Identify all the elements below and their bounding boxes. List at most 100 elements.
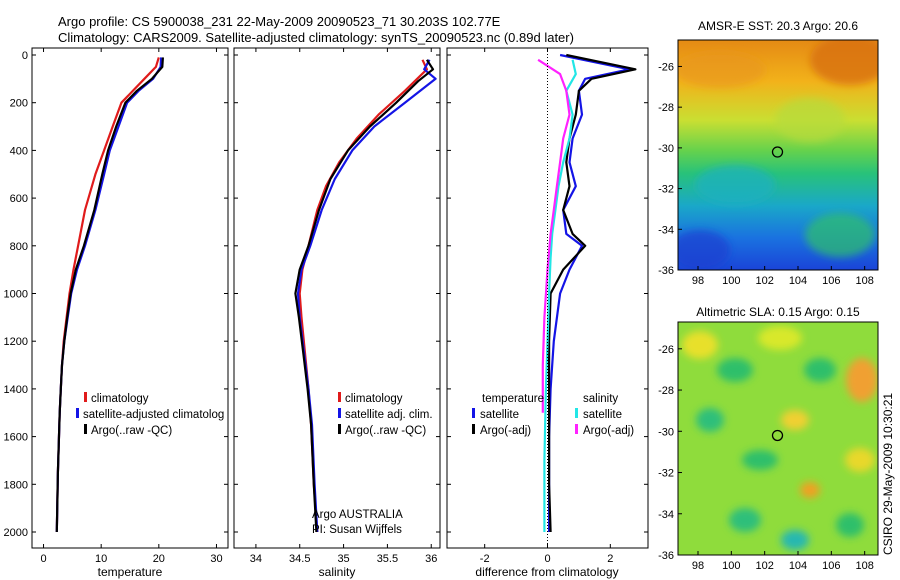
- difference-legend: temperature salinity satellite Argo(-adj…: [472, 393, 634, 437]
- temperature-legend-clip-cover: [228, 404, 234, 420]
- map-y-tick-label: -32: [658, 468, 674, 480]
- difference-xlabel: difference from climatology: [475, 565, 618, 579]
- legend-label-sal-satellite: satellite: [583, 409, 622, 421]
- map-y-tick-label: -32: [658, 184, 674, 196]
- legend-swatch-sal-satellite: [575, 408, 578, 418]
- legend-swatch-argo: [338, 424, 341, 434]
- sla-high-patch: [800, 482, 820, 498]
- temperature-legend: climatology satellite-adjusted climatolo…: [76, 392, 224, 437]
- legend-label-argo: Argo(..raw -QC): [345, 425, 426, 437]
- sla-high-patch: [758, 326, 802, 350]
- sla-low-patch: [781, 530, 809, 550]
- legend-label-climatology: climatology: [345, 393, 403, 405]
- map-x-tick-label: 104: [789, 560, 807, 572]
- y-tick-label: 1400: [4, 384, 28, 396]
- x-tick-label: 0: [544, 553, 550, 565]
- map-x-tick-label: 106: [822, 560, 840, 572]
- y-tick-label: 800: [10, 241, 28, 253]
- sla-map-axes: 98 100 102 104 106 108 -26 -28 -30 -32 -34 -36: [658, 344, 874, 572]
- map-x-tick-label: 102: [755, 560, 773, 572]
- map-y-tick-label: -34: [658, 509, 674, 521]
- legend-swatch-argo: [84, 424, 87, 434]
- sst-cool-patch: [695, 165, 775, 205]
- sla-map-title: Altimetric SLA: 0.15 Argo: 0.15: [696, 305, 860, 319]
- x-tick-label: 0: [40, 553, 46, 565]
- salinity-legend: climatology satellite adj. clim. Argo(..…: [338, 392, 433, 437]
- salinity-chart: 34 34.5 35 35.5 36: [234, 48, 440, 565]
- sla-high-patch: [846, 358, 878, 402]
- map-x-tick-label: 98: [692, 560, 704, 572]
- map-x-tick-label: 102: [755, 275, 773, 287]
- sst-mid-patch: [775, 98, 845, 142]
- figure-title-line2: Climatology: CARS2009. Satellite-adjuste…: [58, 30, 574, 45]
- sla-map-frame: [677, 321, 879, 556]
- x-tick-label: 34.5: [289, 553, 310, 565]
- x-tick-label: 2: [607, 553, 613, 565]
- argo-location-marker: [771, 429, 784, 442]
- credit-text: CSIRO 29-May-2009 10:30:21: [881, 393, 895, 555]
- legend-label-satellite-adjusted: satellite-adjusted climatolog: [83, 409, 224, 421]
- x-tick-label: 35.5: [377, 553, 398, 565]
- sst-cool-patch: [805, 213, 875, 257]
- legend-header-salinity: salinity: [583, 393, 618, 405]
- sla-low-patch: [836, 513, 864, 537]
- y-tick-label: 400: [10, 145, 28, 157]
- sst-map: [678, 40, 878, 270]
- x-tick-label: 10: [95, 553, 107, 565]
- salinity-panel-frame: [233, 47, 441, 549]
- y-tick-label: 1600: [4, 432, 28, 444]
- series-line-blue: [55, 57, 163, 533]
- map-y-tick-label: -26: [658, 344, 674, 356]
- sst-map-title: AMSR-E SST: 20.3 Argo: 20.6: [698, 19, 858, 33]
- legend-swatch-satellite-adj: [338, 408, 341, 418]
- map-x-tick-label: 104: [789, 275, 807, 287]
- salinity-xlabel: salinity: [319, 565, 356, 579]
- legend-swatch-temp-satellite: [472, 408, 475, 418]
- map-y-tick-label: -30: [658, 426, 674, 438]
- sla-high-patch: [845, 448, 875, 472]
- map-x-tick-label: 108: [855, 560, 873, 572]
- sla-low-patch: [729, 508, 761, 532]
- series-line-black: [294, 59, 435, 533]
- x-tick-label: -2: [480, 553, 490, 565]
- sla-high-patch: [682, 331, 718, 359]
- map-y-tick-label: -28: [658, 102, 674, 114]
- map-y-tick-label: -34: [658, 224, 674, 236]
- series-line-black: [547, 53, 637, 533]
- sst-warm-patch: [678, 52, 765, 88]
- x-tick-label: 30: [210, 553, 222, 565]
- y-tick-label: 1000: [4, 289, 28, 301]
- y-tick-label: 2000: [4, 527, 28, 539]
- temperature-panel-frame: [31, 47, 229, 549]
- map-y-tick-label: -30: [658, 143, 674, 155]
- sla-high-patch: [781, 410, 809, 430]
- x-tick-label: 35: [337, 553, 349, 565]
- map-y-tick-label: -36: [658, 550, 674, 562]
- temperature-chart: 0 10 20 30 0 200 400 600 800 1000 1200 1400 1600 1800…: [4, 48, 228, 565]
- argo-location-marker: [771, 146, 784, 158]
- difference-chart: -2 0 2: [447, 48, 648, 565]
- argo-pi: PI: Susan Wijffels: [312, 524, 402, 536]
- sst-warm-patch: [810, 40, 878, 85]
- argo-institution: Argo AUSTRALIA: [312, 509, 403, 521]
- sla-map: [678, 322, 878, 555]
- x-tick-label: 36: [425, 553, 437, 565]
- legend-swatch-climatology: [84, 392, 87, 402]
- legend-label-climatology: climatology: [91, 393, 149, 405]
- x-tick-label: 34: [250, 553, 262, 565]
- map-y-tick-label: -28: [658, 385, 674, 397]
- y-tick-label: 1200: [4, 336, 28, 348]
- legend-swatch-sal-argo: [575, 424, 578, 434]
- y-tick-label: 200: [10, 98, 28, 110]
- x-tick-label: 20: [153, 553, 165, 565]
- map-x-tick-label: 106: [822, 275, 840, 287]
- legend-swatch-temp-argo: [472, 424, 475, 434]
- map-x-tick-label: 98: [692, 275, 704, 287]
- temperature-xlabel: temperature: [98, 565, 163, 579]
- map-x-tick-label: 100: [722, 275, 740, 287]
- sst-map-axes: 98 100 102 104 106 108 -26 -28 -30 -32 -34 -36: [658, 61, 874, 287]
- legend-label-argo: Argo(..raw -QC): [91, 425, 172, 437]
- sst-cold-patch: [678, 230, 730, 270]
- map-y-tick-label: -36: [658, 265, 674, 277]
- sla-low-patch: [804, 358, 836, 382]
